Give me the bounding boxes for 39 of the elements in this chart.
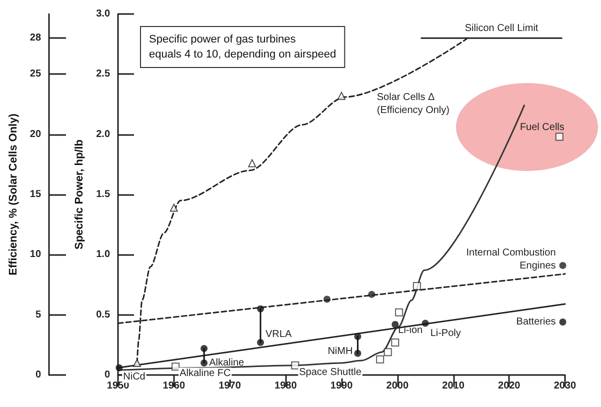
x-tick-label: 1990 <box>330 380 354 392</box>
series-label: Silicon Cell Limit <box>464 23 538 34</box>
y-tick-label: 3.0 <box>96 8 110 20</box>
annotation: NiMH <box>328 346 353 357</box>
x-tick-label: 2030 <box>554 380 577 392</box>
series-label: Fuel Cells <box>520 122 564 134</box>
annotation: Li-ion <box>398 324 423 336</box>
x-tick-label: 1970 <box>218 380 242 392</box>
y-tick-label: 2.0 <box>96 128 110 140</box>
annotation: NiCd <box>123 371 146 382</box>
y-tick-label: 0.5 <box>96 309 110 320</box>
annotation: Alkaline <box>209 357 245 368</box>
y2-tick-label: 28 <box>30 32 42 44</box>
annotation: Space Shuttle <box>299 366 362 378</box>
x-tick-label: 2020 <box>498 380 521 392</box>
series-label: Batteries <box>516 316 556 328</box>
y2-tick-label: 10 <box>30 249 42 260</box>
y2-tick-label: 5 <box>35 309 42 320</box>
y2-tick-label: 20 <box>30 128 42 140</box>
y2-tick-label: 0 <box>35 370 42 380</box>
series-label: Solar Cells Δ (Efficiency Only) <box>376 92 450 116</box>
annotation: VRLA <box>265 329 292 340</box>
y2-tick-label: 25 <box>30 68 42 80</box>
y-axis-title: Specific Power, hp/lb <box>74 139 86 250</box>
annotation: Alkaline FC <box>180 368 231 380</box>
y-tick-label: 1.5 <box>96 189 110 200</box>
x-tick-label: 2000 <box>386 380 409 392</box>
series-label: Internal Combustion Engines <box>466 247 556 272</box>
y-tick-label: 1.0 <box>96 249 110 260</box>
y2-axis-title: Efficiency, % (Solar Cells Only) <box>8 113 20 276</box>
y-tick-label: 0 <box>104 370 110 380</box>
y-tick-label: 2.5 <box>96 68 110 80</box>
x-tick-label: 1980 <box>274 380 298 392</box>
x-tick-label: 2010 <box>442 380 465 392</box>
x-tick-label: 1950 <box>106 380 130 392</box>
x-tick-label: 1960 <box>162 380 186 392</box>
annotation: Specific power of gas turbines equals 4 to 10, depending on airspeed <box>149 34 336 60</box>
annotation: Li-Poly <box>430 328 461 339</box>
y2-tick-label: 15 <box>30 189 42 200</box>
